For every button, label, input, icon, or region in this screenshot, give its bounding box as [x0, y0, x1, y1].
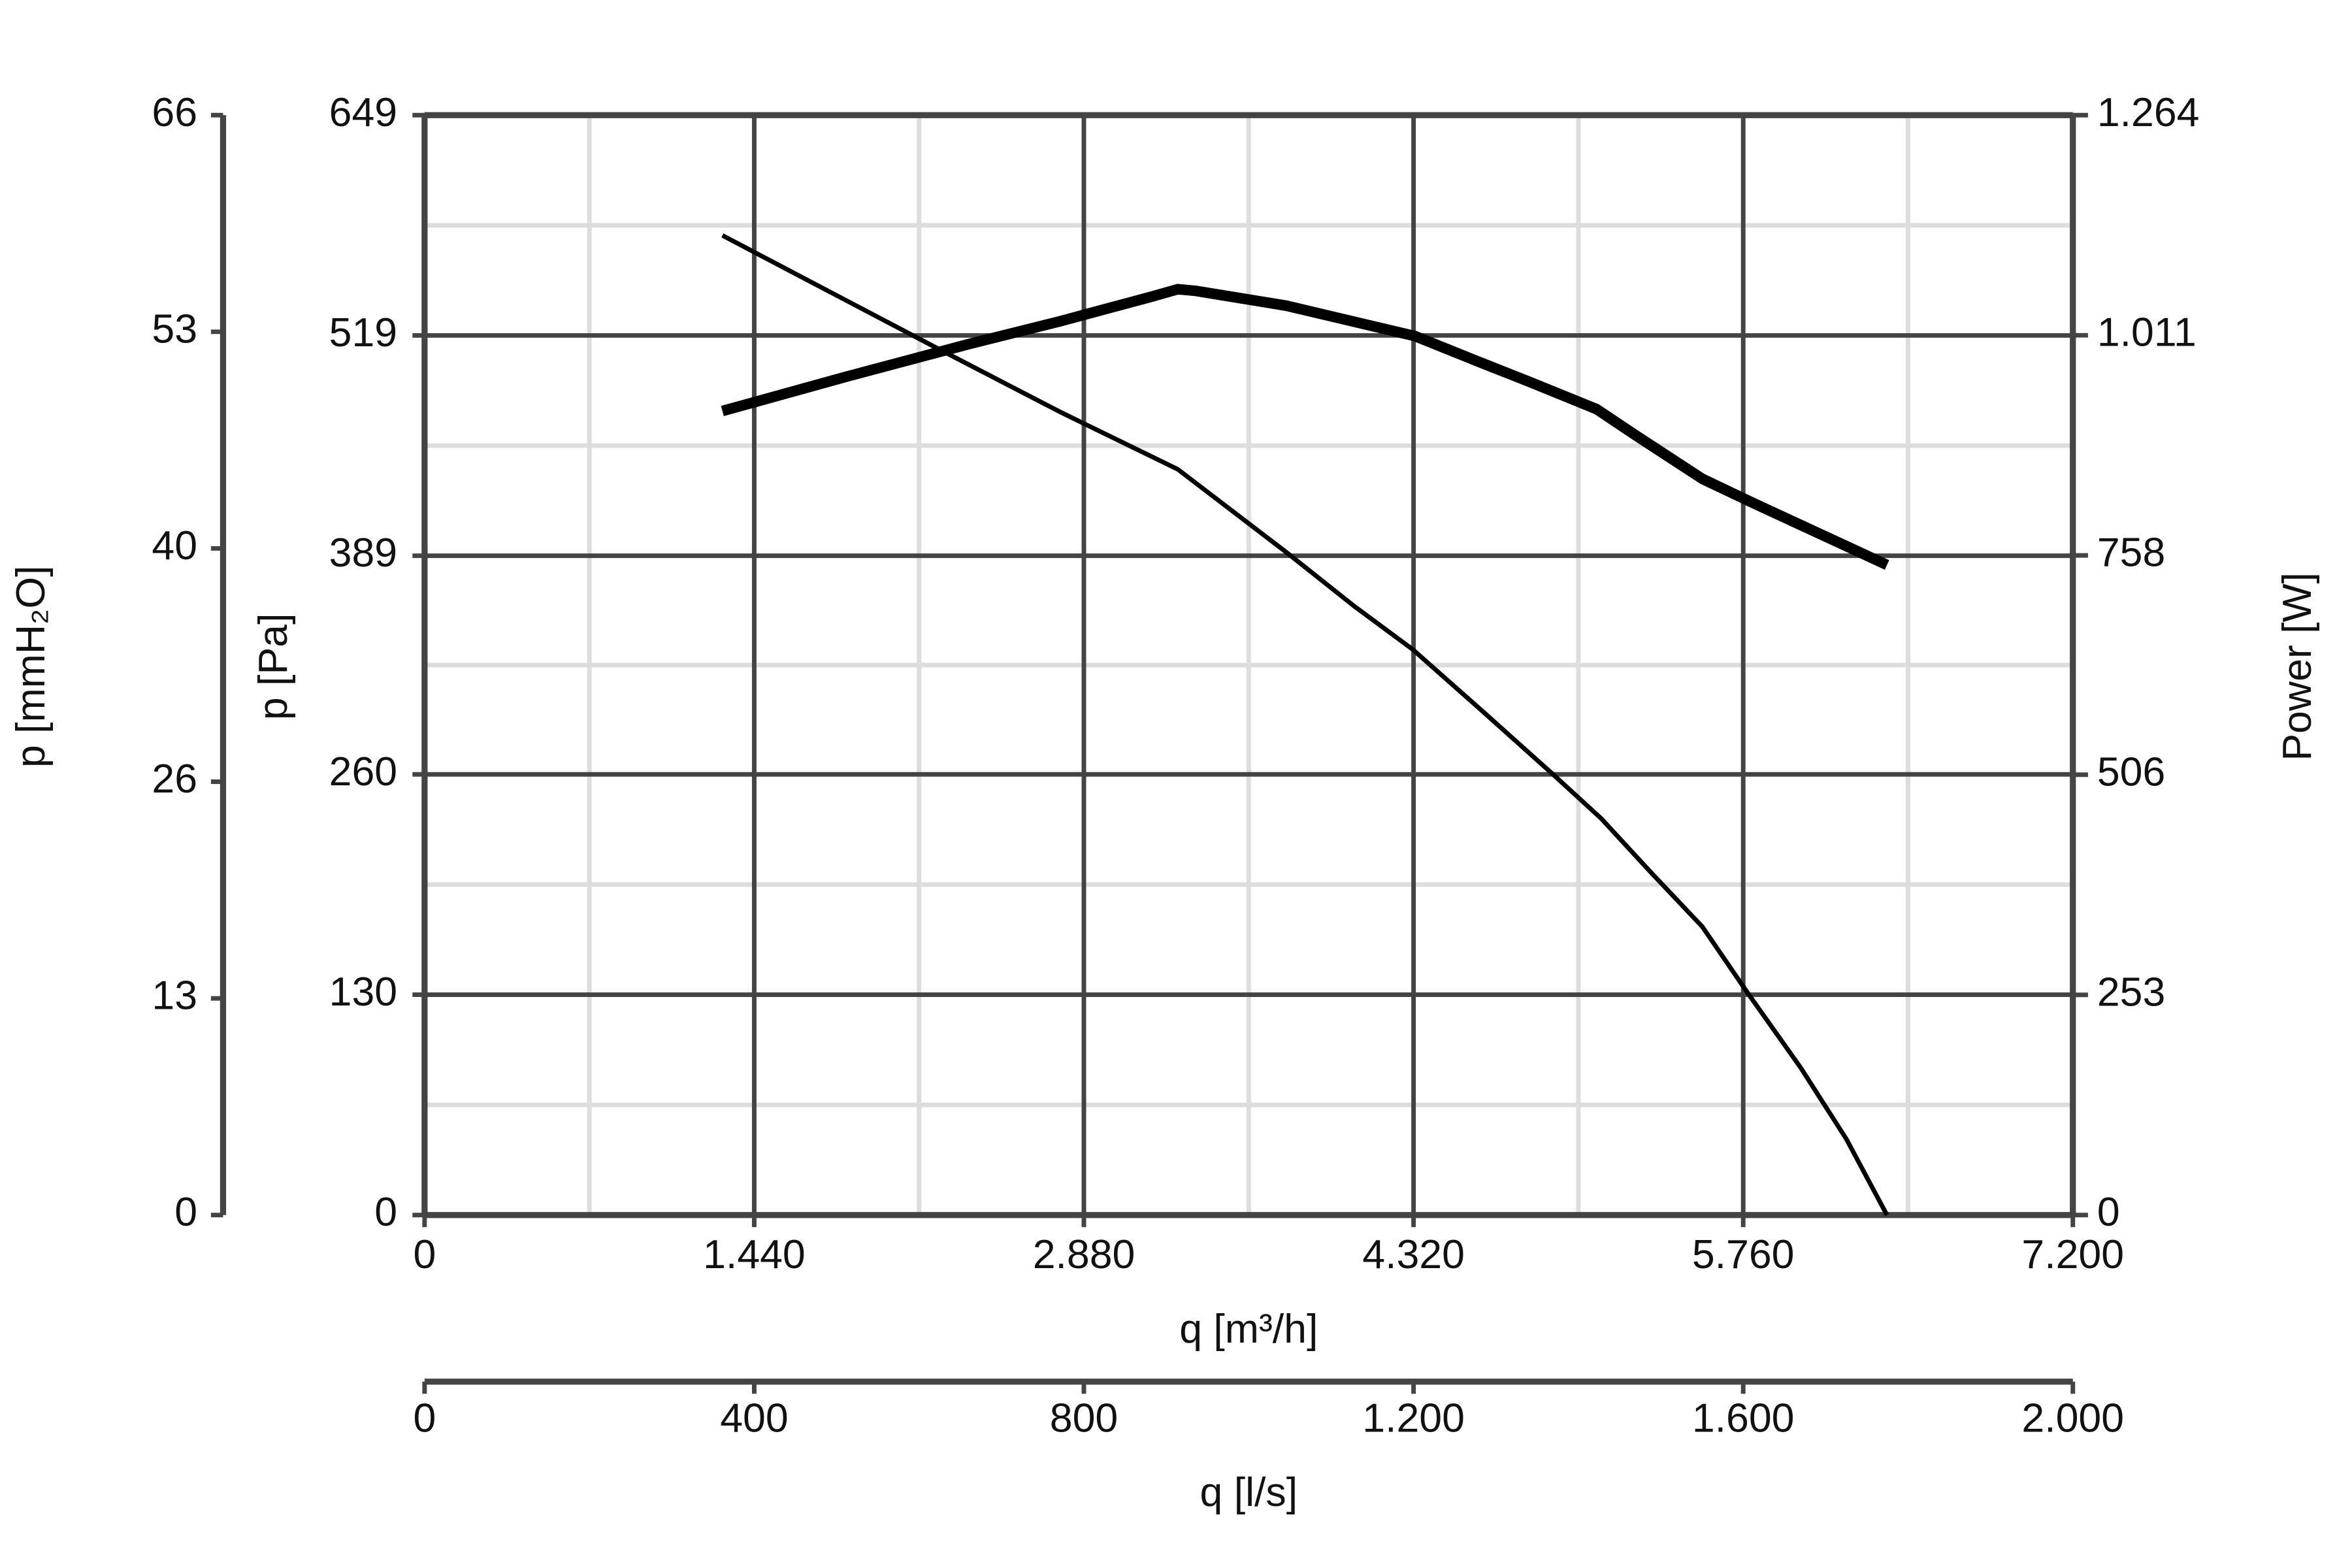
y-tick-label: 130: [329, 969, 397, 1015]
outer-y-tick-label: 53: [152, 306, 197, 351]
outer-y-tick-label: 40: [152, 523, 197, 568]
y-tick-label: 519: [329, 310, 397, 355]
y2-tick-label: 758: [2097, 530, 2165, 576]
lower-x-tick-label: 400: [720, 1396, 788, 1441]
lower-x-tick-label: 2.000: [2021, 1396, 2124, 1441]
x-tick-label: 7.200: [2021, 1232, 2124, 1277]
y-axis-label: p [Pa]: [250, 613, 296, 721]
outer-y-axis-label: p [mmH₂O]: [8, 566, 54, 768]
y2-tick-label: 506: [2097, 749, 2165, 794]
outer-y-tick-label: 66: [152, 90, 197, 135]
x-tick-label: 2.880: [1033, 1232, 1135, 1277]
x-tick-label: 5.760: [1692, 1232, 1795, 1277]
y2-axis-label: Power [W]: [2274, 572, 2320, 761]
y-tick-label: 649: [329, 90, 397, 135]
lower-x-tick-label: 0: [413, 1396, 436, 1441]
y-tick-label: 260: [329, 749, 397, 794]
outer-y-tick-label: 13: [152, 973, 197, 1019]
x-axis-label: q [m³/h]: [1179, 1306, 1318, 1352]
y-tick-label: 0: [374, 1189, 397, 1235]
x-tick-label: 4.320: [1362, 1232, 1465, 1277]
x-tick-label: 1.440: [703, 1232, 806, 1277]
lower-x-axis-label: q [l/s]: [1200, 1469, 1298, 1515]
y2-tick-label: 0: [2097, 1189, 2120, 1235]
y2-tick-label: 1.264: [2097, 90, 2200, 135]
curve: [721, 233, 1889, 1217]
curve: [721, 284, 1889, 570]
lower-x-tick-label: 1.200: [1362, 1396, 1465, 1441]
lower-x-tick-label: 1.600: [1692, 1396, 1795, 1441]
x-tick-label: 0: [413, 1232, 436, 1277]
outer-y-tick-label: 26: [152, 756, 197, 802]
outer-y-tick-label: 0: [174, 1189, 197, 1235]
y2-tick-label: 1.011: [2097, 310, 2197, 355]
y2-tick-label: 253: [2097, 969, 2165, 1015]
lower-x-tick-label: 800: [1050, 1396, 1118, 1441]
y-tick-label: 389: [329, 530, 397, 576]
